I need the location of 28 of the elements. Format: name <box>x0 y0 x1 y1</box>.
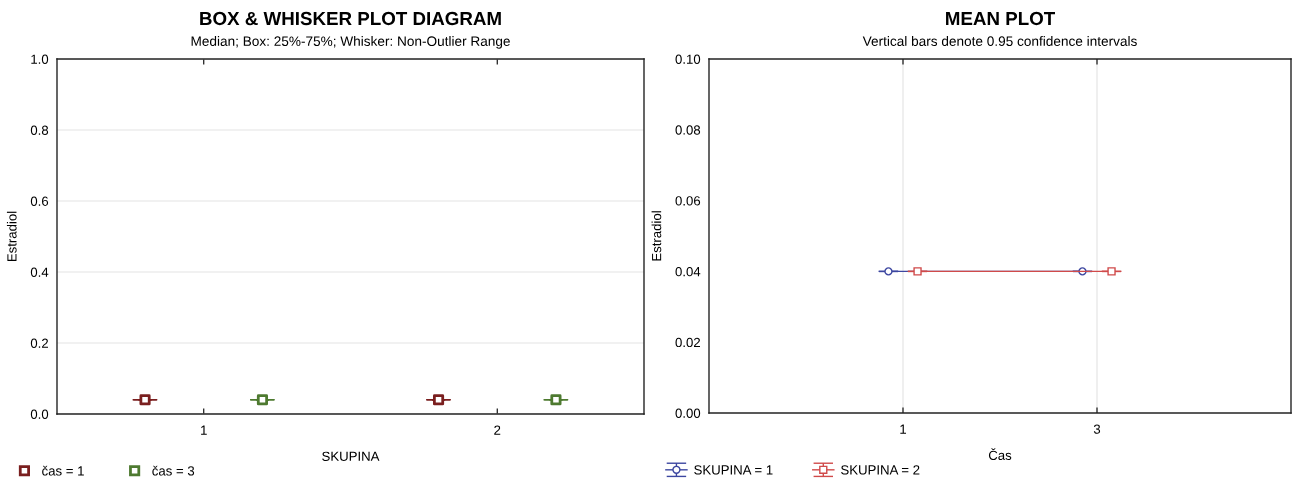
y-tick-label: 0.4 <box>30 267 49 277</box>
y-tick-label: 0.8 <box>30 125 49 135</box>
y-tick-label: 0.6 <box>30 196 49 206</box>
x-axis-title: SKUPINA <box>322 451 380 461</box>
chart-subtitle: Median; Box: 25%-75%; Whisker: Non-Outlier Range <box>191 35 510 49</box>
x-axis-title: Čas <box>988 448 1012 460</box>
y-tick-label: 1.0 <box>31 54 49 64</box>
chart-title: BOX & WHISKER PLOT DIAGRAM <box>200 11 501 26</box>
y-tick-label: 0.00 <box>675 408 701 418</box>
y-tick-label: 0.0 <box>30 409 49 419</box>
chart-subtitle: Vertical bars denote 0.95 confidence intervals <box>862 35 1137 46</box>
y-tick-label: 0.10 <box>675 54 701 64</box>
legend-label: čas = 3 <box>152 465 195 476</box>
legend-label: SKUPINA = 1 <box>694 465 773 475</box>
y-tick-label: 0.04 <box>675 266 701 277</box>
y-tick-label: 0.08 <box>675 125 701 135</box>
x-tick-label: 2 <box>494 425 501 435</box>
y-axis-title: Estradiol <box>6 211 17 262</box>
legend-label: SKUPINA = 2 <box>841 465 920 475</box>
legend-label: čas = 1 <box>42 465 84 476</box>
y-tick-label: 0.2 <box>30 338 49 348</box>
y-tick-label: 0.06 <box>675 196 701 206</box>
y-axis-title: Estradiol <box>651 211 662 261</box>
x-tick-label: 1 <box>900 424 907 434</box>
chart-title: MEAN PLOT <box>946 11 1056 26</box>
x-tick-label: 3 <box>1093 424 1101 434</box>
x-tick-label: 1 <box>201 425 207 435</box>
y-tick-label: 0.02 <box>675 337 701 348</box>
